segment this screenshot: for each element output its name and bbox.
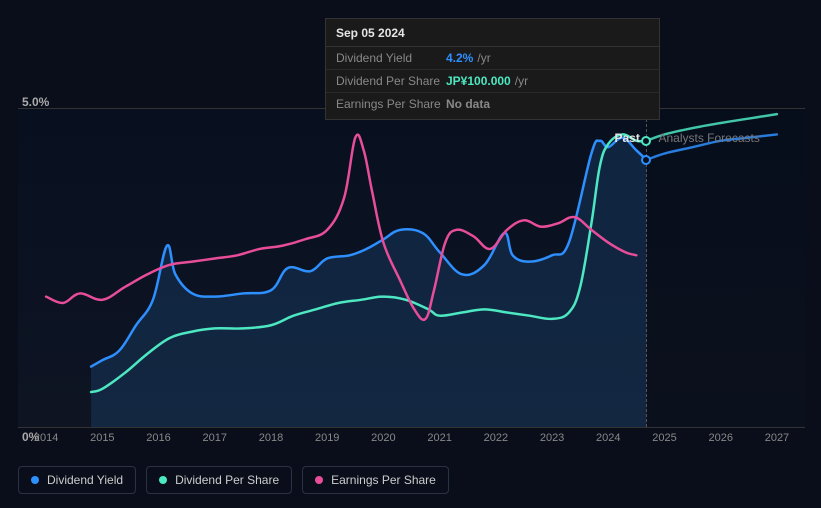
x-axis-tick: 2015 — [74, 432, 130, 448]
tooltip-row-label: Dividend Yield — [336, 51, 446, 65]
x-axis-tick: 2019 — [299, 432, 355, 448]
legend-item-earnings-per-share[interactable]: Earnings Per Share — [302, 466, 449, 494]
plot-area[interactable] — [18, 108, 805, 428]
x-axis-tick: 2020 — [355, 432, 411, 448]
tooltip-date: Sep 05 2024 — [326, 19, 659, 47]
legend-item-dividend-yield[interactable]: Dividend Yield — [18, 466, 136, 494]
series-marker — [641, 155, 651, 165]
tooltip-row-suffix: /yr — [477, 51, 490, 65]
tooltip-row-suffix: /yr — [515, 74, 528, 88]
tooltip-row-value: No data — [446, 97, 490, 111]
tooltip-row-value: 4.2% — [446, 51, 473, 65]
legend-dot-icon — [159, 476, 167, 484]
tooltip-row-value: JP¥100.000 — [446, 74, 511, 88]
tooltip-row: Earnings Per ShareNo data — [326, 93, 659, 119]
legend-label: Dividend Per Share — [175, 473, 279, 487]
dividend-chart: Sep 05 2024 Dividend Yield4.2%/yrDividen… — [0, 0, 821, 508]
x-axis-tick: 2022 — [468, 432, 524, 448]
chart-tooltip: Sep 05 2024 Dividend Yield4.2%/yrDividen… — [325, 18, 660, 120]
x-axis-tick: 2017 — [187, 432, 243, 448]
x-axis: 2014201520162017201820192020202120222023… — [18, 432, 805, 448]
x-axis-tick: 2023 — [524, 432, 580, 448]
chart-legend: Dividend Yield Dividend Per Share Earnin… — [18, 466, 449, 494]
x-axis-tick: 2016 — [130, 432, 186, 448]
x-axis-tick: 2018 — [243, 432, 299, 448]
tooltip-row: Dividend Yield4.2% /yr — [326, 47, 659, 70]
chart-svg — [18, 109, 805, 427]
tooltip-row: Dividend Per ShareJP¥100.000/yr — [326, 70, 659, 93]
forecast-label: Analysts Forecasts — [658, 131, 759, 145]
legend-dot-icon — [315, 476, 323, 484]
y-axis-max-label: 5.0% — [22, 95, 49, 109]
legend-item-dividend-per-share[interactable]: Dividend Per Share — [146, 466, 292, 494]
x-axis-tick: 2014 — [18, 432, 74, 448]
past-label: Past — [614, 131, 639, 145]
legend-dot-icon — [31, 476, 39, 484]
tooltip-row-label: Earnings Per Share — [336, 97, 446, 111]
x-axis-tick: 2025 — [636, 432, 692, 448]
x-axis-tick: 2026 — [693, 432, 749, 448]
x-axis-tick: 2024 — [580, 432, 636, 448]
x-axis-tick: 2027 — [749, 432, 805, 448]
legend-label: Dividend Yield — [47, 473, 123, 487]
x-axis-tick: 2021 — [412, 432, 468, 448]
legend-label: Earnings Per Share — [331, 473, 436, 487]
series-marker — [641, 136, 651, 146]
tooltip-row-label: Dividend Per Share — [336, 74, 446, 88]
